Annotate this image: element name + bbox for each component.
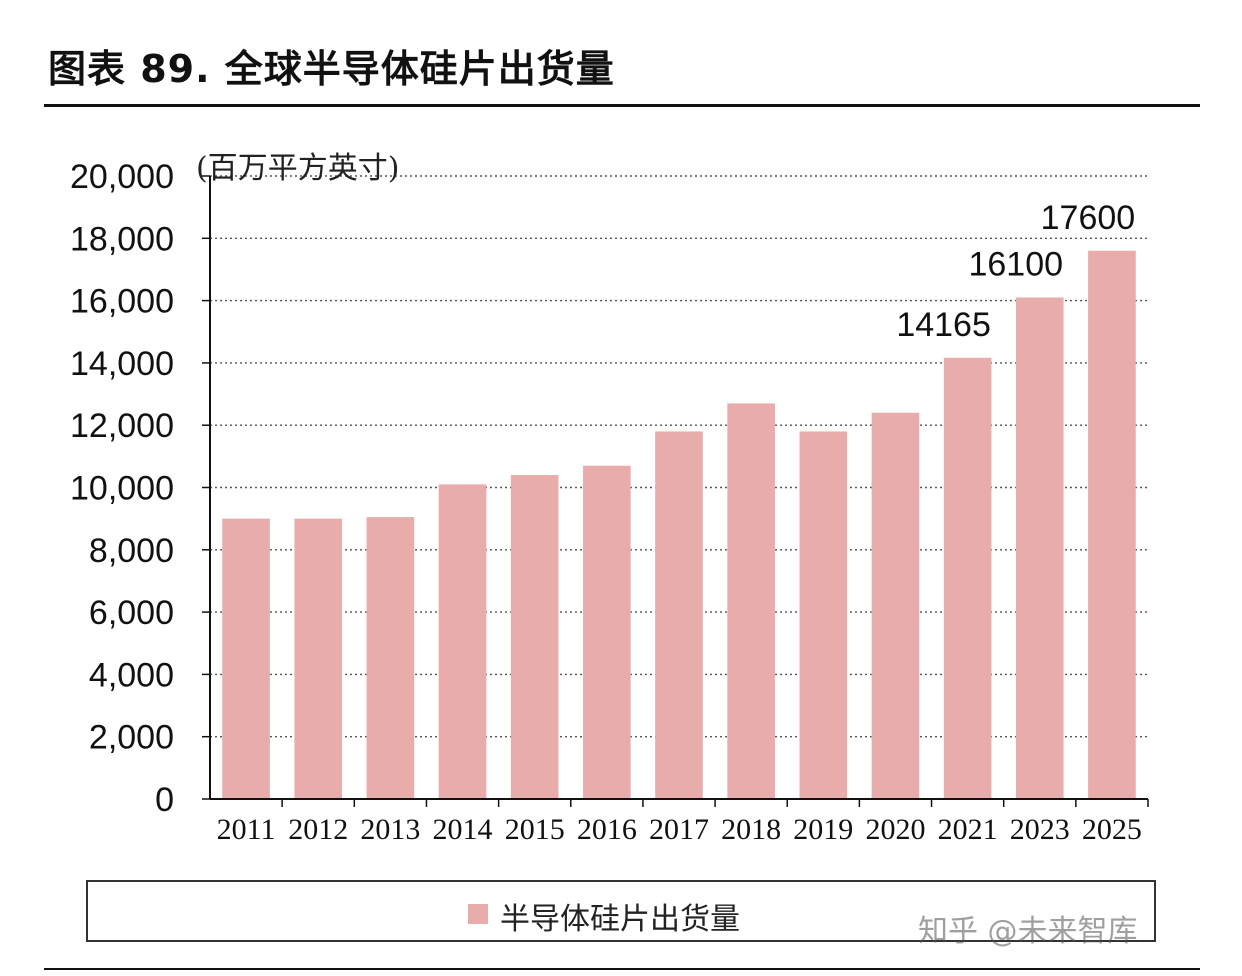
bar-2011 xyxy=(222,518,270,799)
labels: 0 2,000 4,000 6,000 8,000 10,000 12,000 14,000 1… xyxy=(70,158,1142,846)
bar-2021 xyxy=(943,357,992,799)
bar-2019 xyxy=(799,431,848,799)
y-tick-label: 10,000 xyxy=(70,470,174,508)
y-tick-label: 18,000 xyxy=(70,220,174,258)
y-tick-label: 2,000 xyxy=(89,719,174,757)
x-tick-label: 2018 xyxy=(721,813,781,846)
bar-chart: 0 2,000 4,000 6,000 8,000 10,000 12,000 14,000 1… xyxy=(70,151,1149,846)
x-tick-label: 2012 xyxy=(288,813,348,846)
x-tick-label: 2025 xyxy=(1082,813,1142,846)
y-tick-label: 20,000 xyxy=(70,158,174,196)
bar-2013 xyxy=(366,517,415,799)
bar-2020 xyxy=(871,412,920,799)
legend: 半导体硅片出货量 xyxy=(86,880,1156,942)
bar-2023 xyxy=(1015,297,1064,799)
x-tick-label: 2019 xyxy=(793,813,853,846)
y-tick-label: 16,000 xyxy=(70,283,174,321)
bar-2017 xyxy=(655,431,703,799)
axes xyxy=(202,175,1149,807)
x-tick-label: 2014 xyxy=(433,813,493,846)
bars xyxy=(222,250,1136,799)
legend-label: 半导体硅片出货量 xyxy=(500,902,740,937)
legend-swatch xyxy=(468,904,488,924)
bar-2015 xyxy=(510,475,559,799)
y-tick-label: 14,000 xyxy=(70,345,174,383)
x-tick-label: 2015 xyxy=(505,813,565,846)
title-underline xyxy=(44,104,1200,107)
bar-2018 xyxy=(727,403,775,799)
watermark: 知乎 @未来智库 xyxy=(918,914,1138,949)
data-label-2023: 16100 xyxy=(968,245,1063,283)
data-label-2021: 14165 xyxy=(896,306,991,344)
bottom-rule xyxy=(44,968,1200,970)
x-tick-label: 2016 xyxy=(577,813,637,846)
bar-2012 xyxy=(294,518,343,799)
grid-lines xyxy=(210,175,1148,738)
data-label-2025: 17600 xyxy=(1041,199,1136,237)
x-tick-label: 2020 xyxy=(865,813,925,846)
y-tick-label: 12,000 xyxy=(70,407,174,445)
chart-title: 图表 89. 全球半导体硅片出货量 xyxy=(48,47,615,91)
y-tick-label: 8,000 xyxy=(89,532,174,570)
y-tick-label: 6,000 xyxy=(89,594,174,632)
x-tick-label: 2021 xyxy=(938,813,998,846)
bar-2016 xyxy=(583,465,631,799)
bar-2025 xyxy=(1088,250,1136,799)
y-tick-label: 0 xyxy=(155,781,174,819)
bar-2014 xyxy=(438,484,487,799)
x-tick-label: 2013 xyxy=(360,813,420,846)
x-tick-label: 2023 xyxy=(1010,813,1070,846)
x-tick-label: 2011 xyxy=(217,813,276,846)
y-axis-unit-label: (百万平方英寸) xyxy=(196,151,399,186)
y-tick-label: 4,000 xyxy=(89,656,174,694)
x-tick-label: 2017 xyxy=(649,813,709,846)
